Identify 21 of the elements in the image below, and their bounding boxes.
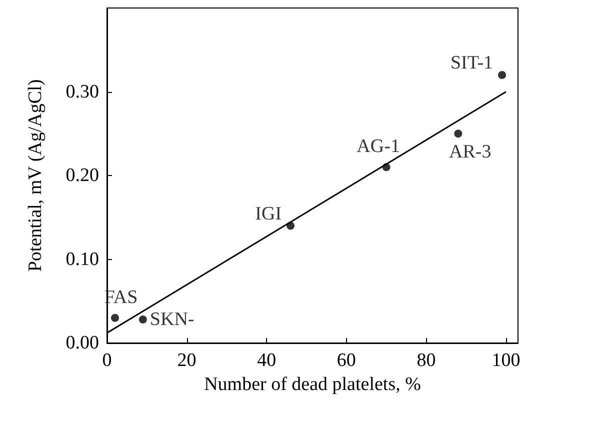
point	[454, 130, 462, 138]
y-tick-label: 0.10	[66, 248, 99, 270]
point	[498, 71, 506, 79]
y-tick-label: 0.00	[66, 332, 99, 354]
annotation: SKN-	[150, 309, 194, 330]
x-tick-label: 20	[177, 350, 196, 371]
x-tick-label: 40	[257, 350, 276, 371]
x-tick-label: 80	[416, 350, 436, 371]
point	[110, 314, 119, 322]
x-tick-label: 0	[102, 350, 112, 371]
point	[138, 316, 147, 324]
annotation: AG-1	[356, 136, 400, 158]
x-tick-label: 100	[492, 350, 520, 371]
y-tick-label: 0.20	[66, 165, 99, 186]
annotation: IGI	[255, 203, 282, 224]
annotation: AR-3	[449, 142, 492, 163]
x-tick-label: 60	[336, 350, 356, 371]
y-tick-label: 0.30	[66, 81, 99, 102]
y-axis-title: Potential, mV (Ag/AgCl)	[25, 79, 46, 272]
x-axis-title: Number of dead platelets, %	[204, 374, 422, 395]
annotation: SIT-1	[450, 52, 494, 74]
